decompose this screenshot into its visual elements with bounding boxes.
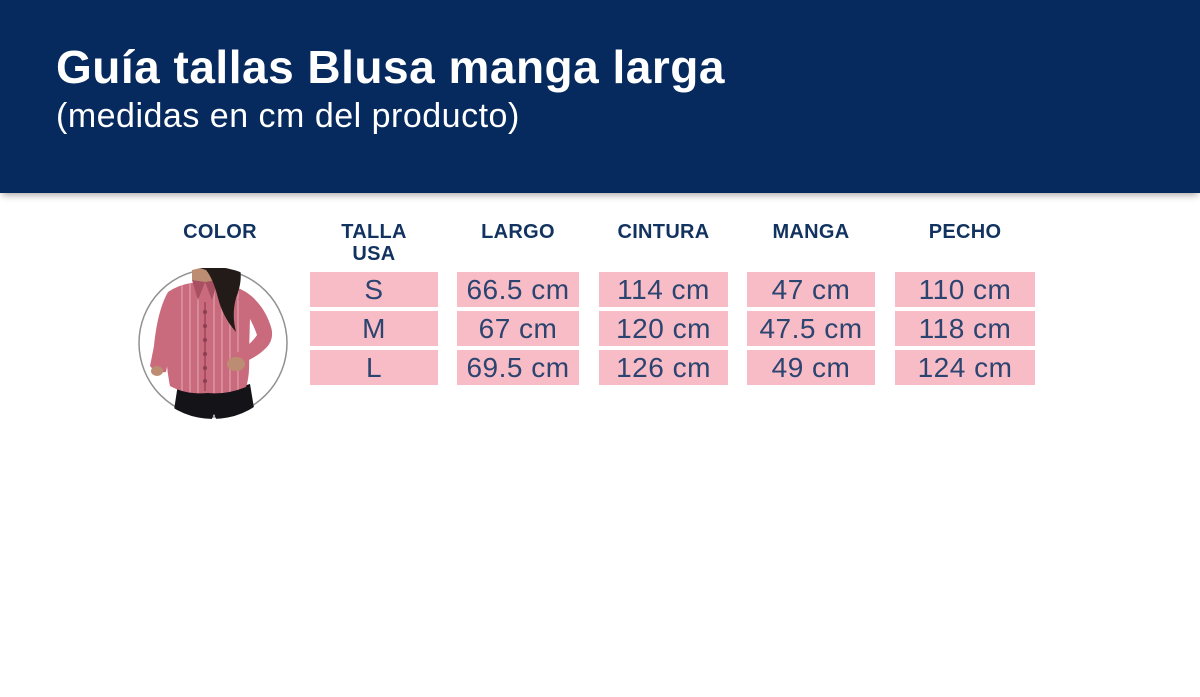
size-table-cell: 118 cm [895,311,1035,346]
size-table-cell: 66.5 cm [457,272,579,307]
size-table-cell: 110 cm [895,272,1035,307]
page-title: Guía tallas Blusa manga larga [56,41,725,93]
size-table-cell: 126 cm [599,350,728,385]
size-table-cell: S [310,272,438,307]
size-table-cell: 124 cm [895,350,1035,385]
page-subtitle: (medidas en cm del producto) [56,96,520,135]
size-table-cell: L [310,350,438,385]
column-manga: MANGA 47 cm 47.5 cm 49 cm [747,218,875,389]
column-header-pecho: PECHO [928,221,1002,243]
model-blouse-illustration [138,268,288,419]
column-talla-usa: TALLA USA S M L [310,218,438,389]
size-table-cell: 120 cm [599,311,728,346]
size-table-cell: M [310,311,438,346]
size-table-cell: 47 cm [747,272,875,307]
size-table-cell: 47.5 cm [747,311,875,346]
size-table-cell: 69.5 cm [457,350,579,385]
column-color: COLOR [130,218,310,419]
size-table-cell: 49 cm [747,350,875,385]
column-header-manga: MANGA [772,221,850,243]
column-header-color: COLOR [183,221,257,243]
column-header-cintura: CINTURA [617,221,710,243]
size-table: COLOR [0,193,1200,697]
column-header-largo: LARGO [481,221,555,243]
column-cintura: CINTURA 114 cm 120 cm 126 cm [599,218,728,389]
column-pecho: PECHO 110 cm 118 cm 124 cm [895,218,1035,389]
column-largo: LARGO 66.5 cm 67 cm 69.5 cm [457,218,579,389]
product-image [127,268,313,424]
size-table-cell: 67 cm [457,311,579,346]
header-banner: Guía tallas Blusa manga larga (medidas e… [0,0,1200,193]
size-table-cell: 114 cm [599,272,728,307]
column-header-talla-usa: TALLA USA [341,221,407,266]
